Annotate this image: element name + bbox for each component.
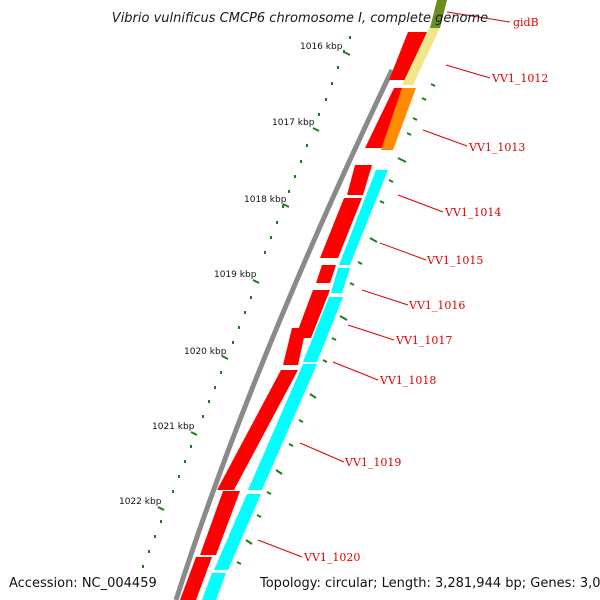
gene-label: VV1_1018	[379, 374, 436, 387]
gene-block-fwd	[200, 491, 240, 555]
gene-block-rev	[331, 268, 350, 293]
scale-label: 1017 kbp	[272, 118, 315, 128]
gene-block-rev	[214, 494, 261, 570]
scale-label: 1022 kbp	[119, 497, 162, 507]
gene-block-rev	[381, 88, 416, 150]
gene-block-rev	[202, 573, 226, 600]
gene-block-rev	[248, 364, 317, 490]
accession-text: Accession: NC_004459	[9, 576, 157, 591]
gene-block-fwd	[316, 265, 336, 283]
gene-block-rev	[339, 170, 388, 265]
scale-label: 1019 kbp	[214, 270, 257, 280]
gene-label: VV1_1013	[468, 141, 525, 154]
scale-label: 1016 kbp	[300, 42, 343, 52]
gene-block-rev	[303, 297, 343, 362]
gene-block-fwd	[283, 328, 306, 365]
gene-label: VV1_1012	[491, 72, 548, 85]
gene-block-fwd	[320, 198, 362, 258]
label-leaders	[257, 11, 511, 558]
gene-block-fwd	[217, 370, 298, 490]
gene-label: VV1_1015	[426, 254, 483, 267]
map-title: Vibrio vulnificus CMCP6 chromosome I, co…	[112, 11, 488, 26]
gene-label: VV1_1014	[444, 206, 501, 219]
scale-major-ticks	[157, 51, 351, 511]
scale-ruler	[142, 36, 351, 568]
strand-ticks	[236, 83, 436, 565]
forward-strand-track	[180, 32, 427, 600]
gene-label: gidB	[513, 16, 539, 29]
reverse-strand-track	[202, 0, 447, 600]
gene-label: VV1_1020	[303, 551, 360, 564]
gene-block-fwd	[389, 32, 427, 80]
genome-stats-text: Topology: circular; Length: 3,281,944 bp…	[259, 576, 600, 591]
gene-label: VV1_1019	[344, 456, 401, 469]
gene-block-fwd	[180, 557, 212, 600]
gene-block-fwd	[295, 290, 330, 338]
scale-label: 1021 kbp	[152, 422, 195, 432]
gene-block-rev	[430, 0, 447, 28]
gene-label: VV1_1017	[395, 334, 452, 347]
backbone-arc	[173, 68, 395, 600]
gene-block-fwd	[347, 165, 372, 195]
gene-label: VV1_1016	[408, 299, 465, 312]
scale-label: 1020 kbp	[184, 347, 227, 357]
scale-label: 1018 kbp	[244, 195, 287, 205]
gene-block-rev	[402, 28, 440, 85]
